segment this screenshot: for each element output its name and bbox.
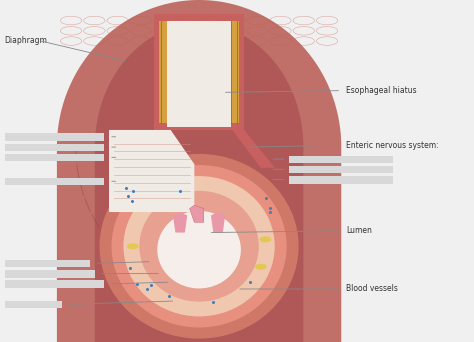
FancyBboxPatch shape: [289, 176, 393, 184]
Polygon shape: [154, 14, 244, 130]
Polygon shape: [167, 21, 231, 127]
FancyBboxPatch shape: [5, 270, 95, 278]
Ellipse shape: [255, 264, 267, 270]
Polygon shape: [95, 24, 303, 342]
Polygon shape: [190, 205, 204, 222]
Ellipse shape: [259, 236, 271, 242]
Polygon shape: [109, 130, 194, 212]
Polygon shape: [57, 0, 341, 342]
FancyBboxPatch shape: [5, 144, 104, 151]
Ellipse shape: [111, 165, 287, 328]
Ellipse shape: [127, 243, 138, 249]
FancyBboxPatch shape: [5, 301, 62, 308]
FancyBboxPatch shape: [5, 154, 104, 161]
FancyBboxPatch shape: [5, 280, 104, 288]
Ellipse shape: [123, 176, 275, 316]
Text: Esophageal hiatus: Esophageal hiatus: [346, 86, 417, 95]
Text: Enteric nervous system:: Enteric nervous system:: [346, 141, 438, 150]
FancyBboxPatch shape: [289, 156, 393, 163]
FancyBboxPatch shape: [5, 260, 90, 267]
Text: Lumen: Lumen: [346, 226, 372, 235]
Text: Diaphragm: Diaphragm: [5, 36, 47, 45]
Ellipse shape: [157, 211, 241, 288]
Polygon shape: [211, 212, 225, 233]
Polygon shape: [159, 21, 239, 123]
Polygon shape: [232, 130, 275, 168]
FancyBboxPatch shape: [289, 166, 393, 173]
Polygon shape: [123, 130, 166, 168]
FancyBboxPatch shape: [5, 178, 104, 185]
Ellipse shape: [139, 191, 259, 302]
Ellipse shape: [100, 154, 299, 339]
Polygon shape: [173, 212, 187, 233]
Text: Blood vessels: Blood vessels: [346, 285, 398, 293]
FancyBboxPatch shape: [5, 133, 104, 141]
